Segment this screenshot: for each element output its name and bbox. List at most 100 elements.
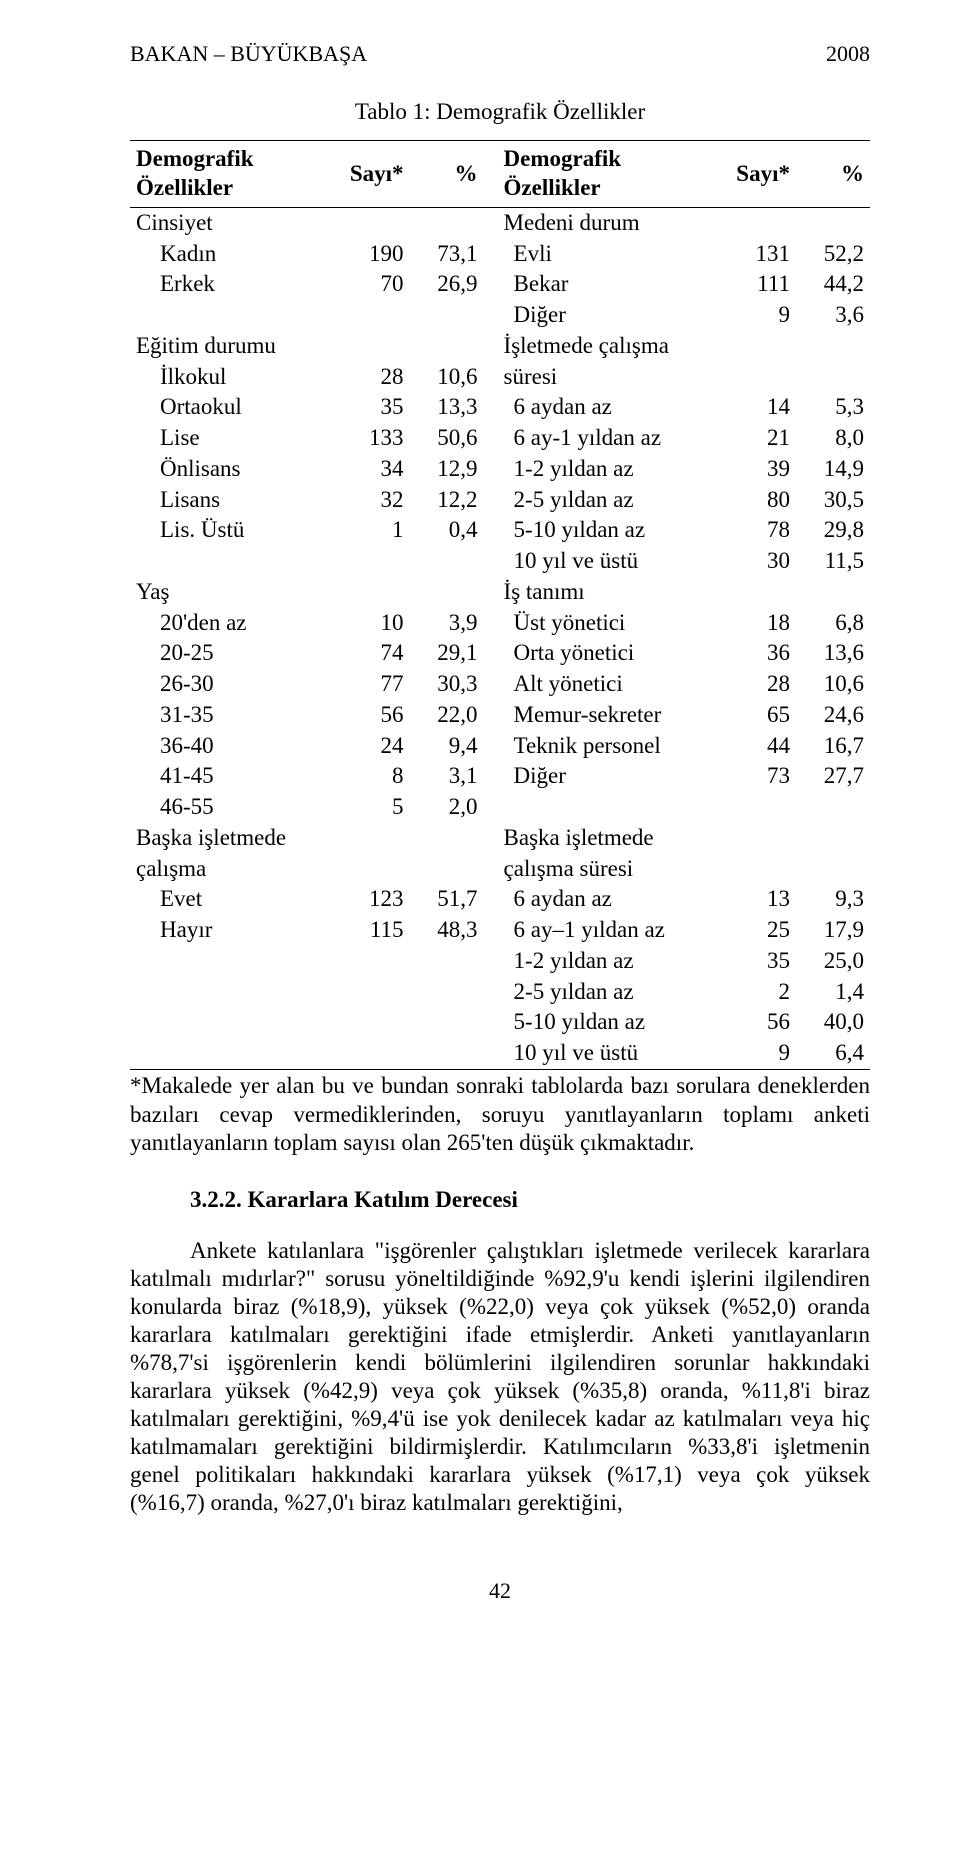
table-row: Başka işletmedeBaşka işletmede	[130, 823, 870, 854]
cell-left-label	[130, 1007, 336, 1038]
cell-right-percent: 14,9	[796, 454, 870, 485]
cell-left-count	[336, 577, 410, 608]
cell-right-count: 30	[714, 546, 796, 577]
cell-left-label: çalışma	[130, 854, 336, 885]
table-row: çalışma çalışma süresi	[130, 854, 870, 885]
table-row: CinsiyetMedeni durum	[130, 207, 870, 238]
cell-right-count: 39	[714, 454, 796, 485]
cell-right-count: 44	[714, 731, 796, 762]
cell-left-percent	[410, 823, 484, 854]
cell-left-percent: 10,6	[410, 362, 484, 393]
cell-left-percent	[410, 977, 484, 1008]
cell-left-percent: 50,6	[410, 423, 484, 454]
cell-left-percent: 51,7	[410, 884, 484, 915]
cell-right-count: 9	[714, 1038, 796, 1069]
cell-left-count	[336, 300, 410, 331]
table-row: Eğitim durumu İşletmede çalışma	[130, 331, 870, 362]
cell-right-percent: 40,0	[796, 1007, 870, 1038]
cell-left-count: 133	[336, 423, 410, 454]
cell-left-label: Evet	[130, 884, 336, 915]
cell-right-label: Üst yönetici	[484, 608, 714, 639]
cell-left-label: Başka işletmede	[130, 823, 336, 854]
cell-right-count	[714, 362, 796, 393]
cell-left-label	[130, 1038, 336, 1069]
cell-left-label: 41-45	[130, 761, 336, 792]
cell-left-label: Lisans	[130, 485, 336, 516]
cell-right-label: 6 aydan az	[484, 392, 714, 423]
cell-left-percent	[410, 1007, 484, 1038]
cell-left-percent: 12,2	[410, 485, 484, 516]
th-col3: %	[410, 141, 484, 208]
cell-right-percent	[796, 331, 870, 362]
cell-right-percent: 29,8	[796, 515, 870, 546]
cell-right-percent: 6,4	[796, 1038, 870, 1069]
cell-right-percent: 16,7	[796, 731, 870, 762]
cell-right-label: çalışma süresi	[484, 854, 714, 885]
cell-right-count	[714, 792, 796, 823]
cell-left-count: 56	[336, 700, 410, 731]
cell-left-percent: 12,9	[410, 454, 484, 485]
cell-right-percent: 10,6	[796, 669, 870, 700]
cell-right-percent: 1,4	[796, 977, 870, 1008]
cell-right-percent: 3,6	[796, 300, 870, 331]
cell-left-label	[130, 300, 336, 331]
table-header-row: Demografik Özellikler Sayı* % Demografik…	[130, 141, 870, 208]
demographics-table: Demografik Özellikler Sayı* % Demografik…	[130, 140, 870, 1070]
header-right: 2008	[826, 40, 870, 68]
cell-right-label: İşletmede çalışma	[484, 331, 714, 362]
page-number: 42	[130, 1577, 870, 1605]
cell-left-percent	[410, 854, 484, 885]
cell-left-count	[336, 823, 410, 854]
cell-right-percent: 8,0	[796, 423, 870, 454]
cell-left-percent: 3,9	[410, 608, 484, 639]
cell-right-label	[484, 792, 714, 823]
cell-left-count: 35	[336, 392, 410, 423]
cell-left-percent	[410, 300, 484, 331]
cell-left-percent	[410, 207, 484, 238]
cell-left-count: 24	[336, 731, 410, 762]
cell-left-percent: 13,3	[410, 392, 484, 423]
cell-right-label: 5-10 yıldan az	[484, 515, 714, 546]
cell-left-label: Eğitim durumu	[130, 331, 336, 362]
cell-left-label	[130, 546, 336, 577]
table-row: Lis. Üstü10,45-10 yıldan az7829,8	[130, 515, 870, 546]
cell-right-label: Teknik personel	[484, 731, 714, 762]
cell-right-percent: 17,9	[796, 915, 870, 946]
cell-right-percent	[796, 577, 870, 608]
cell-left-count: 10	[336, 608, 410, 639]
cell-left-count: 32	[336, 485, 410, 516]
cell-left-count	[336, 977, 410, 1008]
table-row: 31-355622,0Memur-sekreter6524,6	[130, 700, 870, 731]
cell-right-count: 73	[714, 761, 796, 792]
cell-right-percent	[796, 792, 870, 823]
cell-right-label: 10 yıl ve üstü	[484, 1038, 714, 1069]
table-row: Kadın19073,1Evli13152,2	[130, 239, 870, 270]
cell-right-label: 6 ay-1 yıldan az	[484, 423, 714, 454]
cell-left-label: Lis. Üstü	[130, 515, 336, 546]
cell-right-percent: 6,8	[796, 608, 870, 639]
cell-left-label	[130, 977, 336, 1008]
cell-left-label: 20-25	[130, 638, 336, 669]
table-row: 36-40249,4Teknik personel4416,7	[130, 731, 870, 762]
cell-left-count: 74	[336, 638, 410, 669]
table-row: Erkek7026,9Bekar11144,2	[130, 269, 870, 300]
cell-left-percent: 26,9	[410, 269, 484, 300]
table-row: Yaşİş tanımı	[130, 577, 870, 608]
cell-right-label: Alt yönetici	[484, 669, 714, 700]
th-col6: %	[796, 141, 870, 208]
cell-right-count: 78	[714, 515, 796, 546]
cell-left-percent	[410, 577, 484, 608]
cell-left-percent: 0,4	[410, 515, 484, 546]
table-row: 46-5552,0	[130, 792, 870, 823]
table-row: 1-2 yıldan az3525,0	[130, 946, 870, 977]
cell-right-percent: 5,3	[796, 392, 870, 423]
cell-left-label: 26-30	[130, 669, 336, 700]
th-col5: Sayı*	[714, 141, 796, 208]
cell-right-count: 80	[714, 485, 796, 516]
cell-right-label: Bekar	[484, 269, 714, 300]
cell-left-count	[336, 854, 410, 885]
cell-left-label: Kadın	[130, 239, 336, 270]
cell-left-count: 5	[336, 792, 410, 823]
table-row: 10 yıl ve üstü3011,5	[130, 546, 870, 577]
cell-left-label: İlkokul	[130, 362, 336, 393]
